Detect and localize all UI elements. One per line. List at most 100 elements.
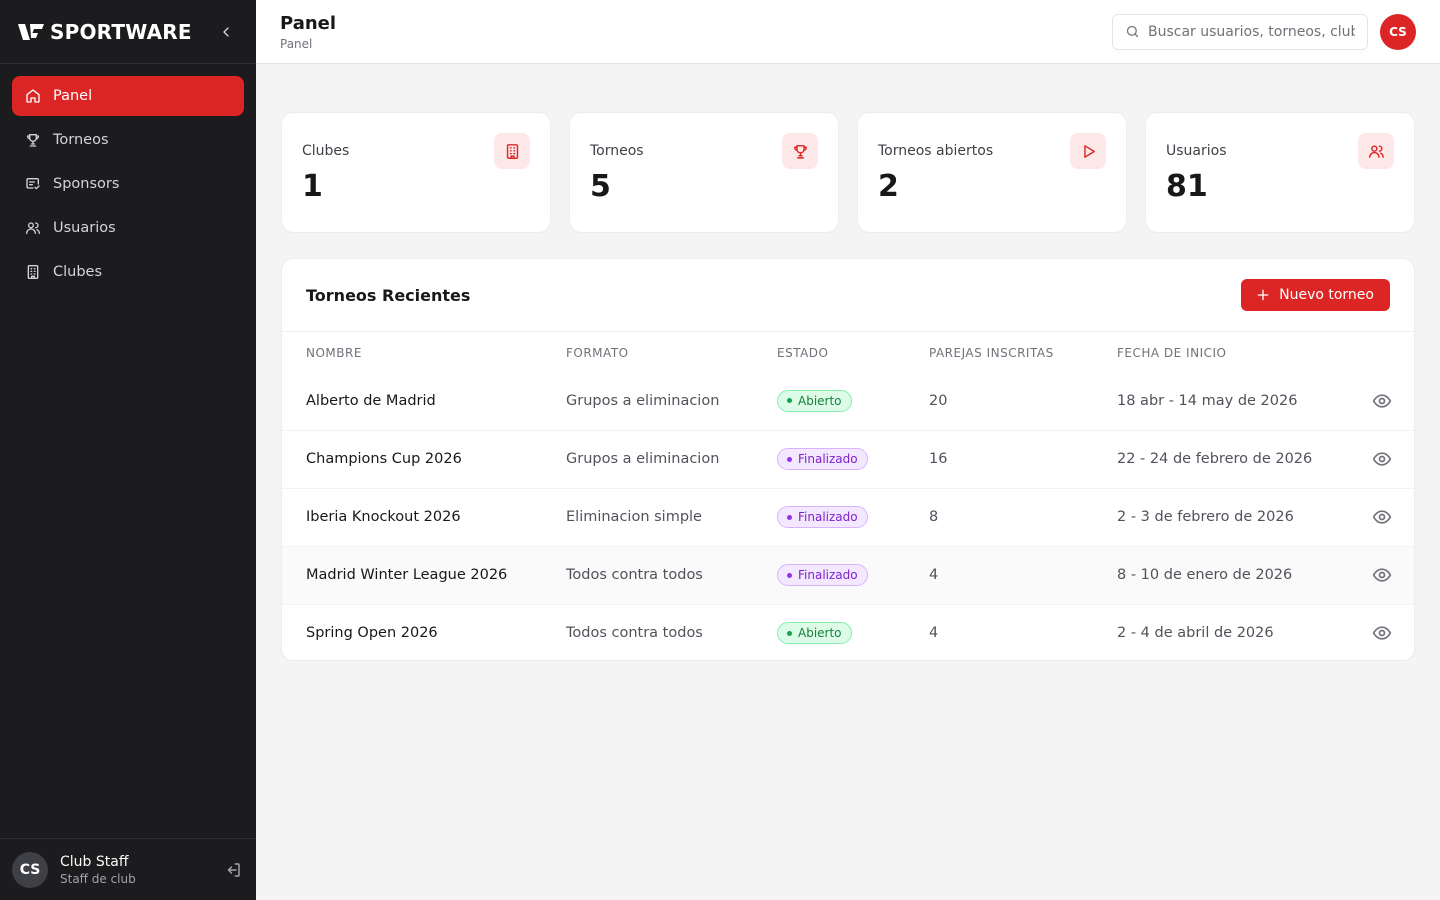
column-header-actions: [1354, 332, 1414, 372]
recent-tournaments-card: Torneos Recientes Nuevo torneo NOMBRE FO…: [281, 258, 1415, 661]
table-row[interactable]: Madrid Winter League 2026 Todos contra t…: [282, 545, 1414, 604]
title-block: Panel Panel: [280, 13, 336, 51]
brand-name: SPORTWARE: [50, 19, 192, 44]
cell-format: Todos contra todos: [566, 603, 777, 660]
cell-pairs: 20: [929, 392, 948, 409]
play-icon: [1083, 144, 1095, 158]
stat-card-torneos-abiertos: Torneos abiertos 2: [857, 112, 1127, 233]
header: Panel Panel CS: [256, 0, 1440, 64]
stat-icon-box: [1070, 133, 1106, 169]
sidebar-item-clubes[interactable]: Clubes: [12, 252, 244, 292]
breadcrumb[interactable]: Panel: [280, 36, 313, 51]
table-row[interactable]: Champions Cup 2026 Grupos a eliminacion …: [282, 429, 1414, 488]
status-label: Finalizado: [798, 568, 858, 582]
avatar[interactable]: CS: [12, 851, 48, 888]
column-header-parejas: PAREJAS INSCRITAS: [929, 345, 1054, 360]
sidebar-item-sponsors[interactable]: Sponsors: [12, 164, 244, 204]
cell-name: Spring Open 2026: [282, 603, 566, 660]
new-tournament-button[interactable]: Nuevo torneo: [1241, 279, 1390, 311]
user-name: Club Staff: [60, 853, 129, 870]
cell-date: 18 abr - 14 may de 2026: [1117, 392, 1298, 409]
table-row[interactable]: Spring Open 2026 Todos contra todos Abie…: [282, 603, 1414, 660]
stat-card-torneos: Torneos 5: [569, 112, 839, 233]
status-dot: [787, 398, 792, 404]
column-header-nombre: NOMBRE: [306, 345, 362, 360]
status-label: Abierto: [798, 393, 842, 408]
logo[interactable]: SPORTWARE: [16, 20, 192, 44]
users-icon: [26, 222, 40, 234]
stat-value: 5: [590, 169, 611, 204]
status-badge: Finalizado: [777, 506, 868, 528]
header-avatar[interactable]: CS: [1380, 13, 1416, 50]
cell-status: Abierto: [777, 372, 929, 430]
eye-icon: [1372, 626, 1392, 640]
view-button[interactable]: [1372, 391, 1392, 411]
sponsor-icon: [26, 178, 40, 190]
view-button[interactable]: [1372, 623, 1392, 643]
cell-format: Grupos a eliminacion: [566, 429, 777, 488]
table-row[interactable]: Iberia Knockout 2026 Eliminacion simple …: [282, 487, 1414, 546]
view-button[interactable]: [1372, 507, 1392, 527]
sidebar-item-usuarios[interactable]: Usuarios: [12, 208, 244, 248]
cell-name: Madrid Winter League 2026: [282, 545, 566, 604]
cell-actions: [1354, 429, 1414, 488]
column-header-estado: ESTADO: [777, 345, 829, 360]
eye-icon: [1372, 452, 1392, 466]
card-title: Torneos Recientes: [306, 285, 471, 305]
cell-name: Iberia Knockout 2026: [282, 487, 566, 546]
brand-bar: SPORTWARE: [0, 0, 256, 64]
column-header-fecha: FECHA DE INICIO: [1117, 345, 1227, 360]
sidebar-user: CS Club Staff Staff de club: [0, 838, 256, 900]
table-row[interactable]: Alberto de Madrid Grupos a eliminacion A…: [282, 372, 1414, 430]
user-role: Staff de club: [60, 871, 136, 886]
search-input[interactable]: [1148, 23, 1355, 40]
building-icon: [506, 143, 518, 159]
cell-actions: [1354, 487, 1414, 546]
cell-date: 2 - 4 de abril de 2026: [1117, 603, 1354, 660]
cell-status: Finalizado: [777, 487, 929, 546]
sidebar-item-panel[interactable]: Panel: [12, 76, 244, 116]
status-dot: [787, 514, 792, 520]
logout-button[interactable]: [222, 859, 244, 881]
building-icon: [27, 265, 39, 279]
cell-status: Abierto: [777, 603, 929, 660]
cell-pairs: 8: [929, 487, 1117, 546]
cell-actions: [1354, 545, 1414, 604]
status-dot: [787, 572, 792, 578]
trophy-icon: [27, 134, 39, 147]
view-button[interactable]: [1372, 565, 1392, 585]
status-label: Finalizado: [798, 510, 858, 524]
search-box: [1112, 13, 1368, 50]
cell-date: 2 - 3 de febrero de 2026: [1117, 487, 1354, 546]
status-badge: Finalizado: [777, 564, 868, 586]
stat-icon-box: [1358, 133, 1394, 169]
logout-icon: [227, 862, 240, 877]
status-badge: Finalizado: [777, 448, 868, 470]
stat-icon-box: [782, 133, 818, 169]
stat-label: Torneos abiertos: [878, 143, 994, 159]
view-button[interactable]: [1372, 449, 1392, 469]
stat-value: 1: [302, 169, 323, 204]
sidebar-nav: Panel Torneos Sponsors Usuarios Clubes: [0, 64, 256, 308]
cell-format: Grupos a eliminacion: [566, 392, 720, 409]
sidebar: SPORTWARE Panel Torneos Sponsors Usuario…: [0, 0, 256, 900]
chevron-left-icon: [223, 26, 229, 37]
cell-date: 22 - 24 de febrero de 2026: [1117, 429, 1354, 488]
stat-label: Clubes: [302, 143, 350, 159]
cell-status: Finalizado: [777, 545, 929, 604]
collapse-sidebar-button[interactable]: [214, 20, 238, 44]
cell-format: Eliminacion simple: [566, 487, 777, 546]
stat-label: Torneos: [590, 143, 644, 159]
sidebar-item-torneos[interactable]: Torneos: [12, 120, 244, 160]
page-title: Panel: [280, 12, 337, 34]
cell-actions: [1354, 372, 1414, 430]
stat-icon-box: [494, 133, 530, 169]
cell-format: Todos contra todos: [566, 545, 777, 604]
stat-label: Usuarios: [1166, 143, 1227, 159]
eye-icon: [1372, 568, 1392, 582]
search-icon: [1126, 25, 1139, 38]
sidebar-item-label: Sponsors: [53, 176, 120, 192]
cell-pairs: 4: [929, 545, 1117, 604]
stat-value: 81: [1166, 169, 1208, 204]
tournaments-table: NOMBRE FORMATO ESTADO PAREJAS INSCRITAS …: [282, 332, 1414, 660]
